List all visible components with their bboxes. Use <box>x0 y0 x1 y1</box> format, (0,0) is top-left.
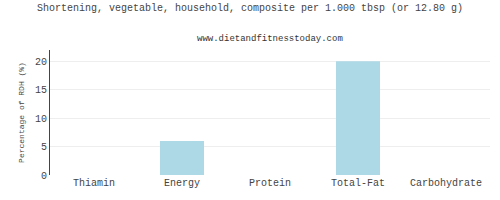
svg-text:5: 5 <box>41 142 47 153</box>
svg-text:Shortening, vegetable, househo: Shortening, vegetable, household, compos… <box>37 3 463 14</box>
svg-text:Carbohydrate: Carbohydrate <box>410 178 482 189</box>
svg-text:10: 10 <box>35 114 47 125</box>
svg-text:Thiamin: Thiamin <box>73 178 115 189</box>
svg-text:20: 20 <box>35 57 47 68</box>
svg-text:www.dietandfitnesstoday.com: www.dietandfitnesstoday.com <box>197 34 343 44</box>
svg-text:Percentage of RDH (%): Percentage of RDH (%) <box>17 62 26 163</box>
svg-text:Energy: Energy <box>164 178 200 189</box>
svg-text:Protein: Protein <box>249 178 291 189</box>
svg-text:0: 0 <box>41 171 47 182</box>
svg-text:15: 15 <box>35 85 47 96</box>
svg-text:Total-Fat: Total-Fat <box>331 178 385 189</box>
